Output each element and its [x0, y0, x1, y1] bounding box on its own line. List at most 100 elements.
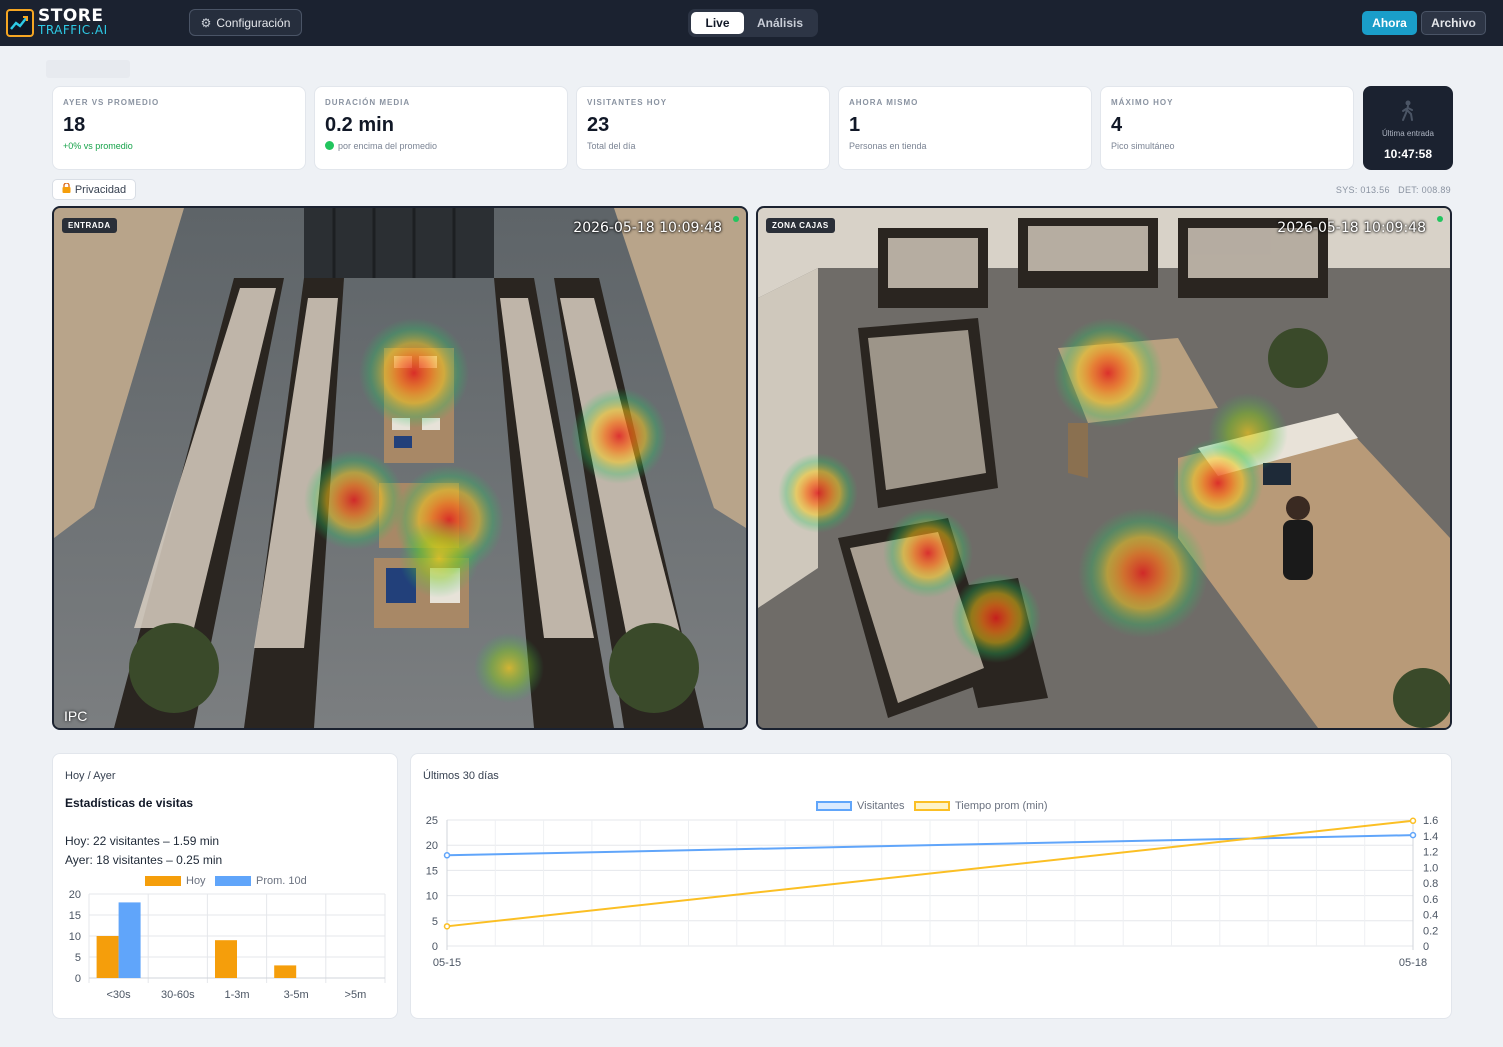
x-tick-label: >5m [345, 989, 367, 1001]
y-left-tick-label: 10 [426, 891, 438, 903]
archivo-button[interactable]: Archivo [1421, 11, 1486, 35]
y-left-tick-label: 5 [432, 916, 438, 928]
camera-timestamp: 2026-05-18 10:09:48 [573, 220, 722, 236]
y-tick-label: 5 [75, 952, 81, 964]
camera-feed-entrada[interactable]: ENTRADA 2026-05-18 10:09:48 IPC [52, 206, 748, 730]
visit-duration-bar-chart: 0 5 10 15 20 <30s 30-60s 1-3m 3-5m >5m [69, 890, 386, 1001]
legend-swatch [914, 801, 950, 811]
last-entry-card: Última entrada 10:47:58 [1363, 86, 1453, 170]
logo-text-store: STORE [38, 6, 104, 26]
x-tick-label: 1-3m [224, 989, 249, 1001]
camera-live-indicator [733, 216, 739, 222]
stat-sub: Personas en tienda [849, 141, 927, 151]
person-walking-icon [1400, 100, 1416, 127]
tab-live[interactable]: Live [691, 12, 744, 34]
legend-prom: Prom. 10d [215, 875, 307, 887]
series-line [446, 819, 1414, 928]
camera-live-indicator [1437, 216, 1443, 222]
stat-label: AHORA MISMO [849, 98, 919, 107]
y-tick-label: 20 [69, 890, 81, 901]
stat-card-ayer-vs-promedio: AYER VS PROMEDIO 18 +0% vs promedio [52, 86, 306, 170]
system-metrics: SYS: 013.56 DET: 008.89 [1336, 185, 1451, 195]
trend-panel: Últimos 30 días Visitantes Tiempo prom (… [410, 753, 1452, 1019]
stat-sub: Pico simultáneo [1111, 141, 1175, 151]
visit-stats-title: Estadísticas de visitas [65, 796, 194, 810]
bar [118, 902, 141, 978]
stat-card-ahora-mismo: AHORA MISMO 1 Personas en tienda [838, 86, 1092, 170]
camera-timestamp: 2026-05-18 10:09:48 [1277, 220, 1426, 236]
stat-card-visitantes-hoy: VISITANTES HOY 23 Total del día [576, 86, 830, 170]
legend-swatch [145, 876, 181, 886]
camera-overlay-label: IPC [64, 708, 88, 724]
last-entry-time: 10:47:58 [1383, 147, 1433, 161]
sys-metric: SYS: 013.56 [1335, 185, 1390, 195]
trend-header: Últimos 30 días [423, 770, 499, 782]
data-point [1409, 831, 1417, 839]
y-right-tick-label: 1.2 [1423, 847, 1438, 859]
legend-hoy: Hoy [145, 875, 206, 887]
status-dot-icon [325, 141, 334, 150]
legend-swatch [816, 801, 852, 811]
legend-label: Hoy [186, 875, 206, 887]
x-tick-label: 30-60s [161, 989, 195, 1001]
legend-label: Tiempo prom (min) [955, 800, 1048, 812]
data-point [443, 923, 451, 930]
legend-visitantes: Visitantes [816, 800, 905, 812]
camera-tag: ZONA CAJAS [766, 218, 835, 233]
y-left-tick-label: 0 [432, 941, 438, 953]
today-summary: Hoy: 22 visitantes – 1.59 min [65, 834, 220, 848]
stat-value: 4 [1111, 114, 1123, 136]
stat-sub: por encima del promedio [338, 141, 438, 151]
stat-label: DURACIÓN MEDIA [325, 98, 411, 107]
x-tick-label: 05-15 [433, 957, 461, 969]
y-tick-label: 10 [69, 931, 81, 943]
visit-stats-header: Hoy / Ayer [65, 770, 116, 782]
config-button[interactable]: ⚙ Configuración [189, 9, 302, 36]
logo-chart-icon [6, 9, 34, 37]
y-right-tick-label: 0.8 [1423, 878, 1438, 890]
ahora-button[interactable]: Ahora [1362, 11, 1417, 35]
x-tick-label: 05-18 [1399, 957, 1427, 969]
tab-analisis[interactable]: Análisis [756, 16, 804, 30]
camera-feed-zona-cajas[interactable]: ZONA CAJAS 2026-05-18 10:09:48 [756, 206, 1452, 730]
gear-icon: ⚙ [200, 15, 212, 30]
last-entry-label: Última entrada [1381, 129, 1435, 138]
y-tick-label: 15 [69, 910, 81, 922]
y-right-tick-label: 0.4 [1423, 910, 1438, 922]
lock-icon [62, 182, 71, 196]
stat-value: 23 [587, 114, 610, 136]
legend-label: Prom. 10d [256, 875, 307, 887]
y-right-tick-label: 1.4 [1423, 831, 1438, 843]
logo-text-traffic: TRAFFIC.AI [38, 23, 108, 37]
stat-sub: Total del día [587, 141, 636, 151]
y-right-tick-label: 1.6 [1423, 815, 1438, 827]
config-button-label: Configuración [216, 15, 291, 30]
privacy-button[interactable]: Privacidad [52, 179, 136, 200]
y-right-tick-label: 0.6 [1423, 894, 1438, 906]
stat-sub-row: por encima del promedio [325, 141, 437, 151]
y-right-tick-label: 0.2 [1423, 925, 1438, 937]
data-point [1409, 817, 1417, 825]
y-left-tick-label: 15 [426, 865, 438, 877]
store-traffic-logo[interactable]: STORE TRAFFIC.AI [6, 6, 108, 39]
stat-card-maximo-hoy: MÁXIMO HOY 4 Pico simultáneo [1100, 86, 1354, 170]
stat-label: AYER VS PROMEDIO [63, 98, 160, 107]
y-tick-label: 0 [75, 973, 81, 985]
bar [215, 940, 237, 978]
camera-image-zona-cajas [758, 208, 1450, 728]
y-right-tick-label: 1.0 [1423, 862, 1438, 874]
legend-label: Visitantes [857, 800, 905, 812]
visit-stats-panel: Hoy / Ayer Estadísticas de visitas Hoy: … [52, 753, 398, 1019]
legend-swatch [215, 876, 251, 886]
y-right-tick-label: 0 [1423, 941, 1429, 953]
privacy-label: Privacidad [74, 183, 127, 196]
stat-value: 1 [849, 114, 861, 136]
stat-sub: +0% vs promedio [63, 141, 133, 151]
bar [96, 936, 119, 978]
stat-value: 18 [63, 114, 86, 136]
y-left-tick-label: 25 [426, 815, 438, 827]
x-tick-label: <30s [107, 989, 132, 1001]
stat-label: MÁXIMO HOY [1111, 98, 1174, 107]
legend-tiempo: Tiempo prom (min) [914, 800, 1048, 812]
camera-image-entrada [54, 208, 746, 728]
